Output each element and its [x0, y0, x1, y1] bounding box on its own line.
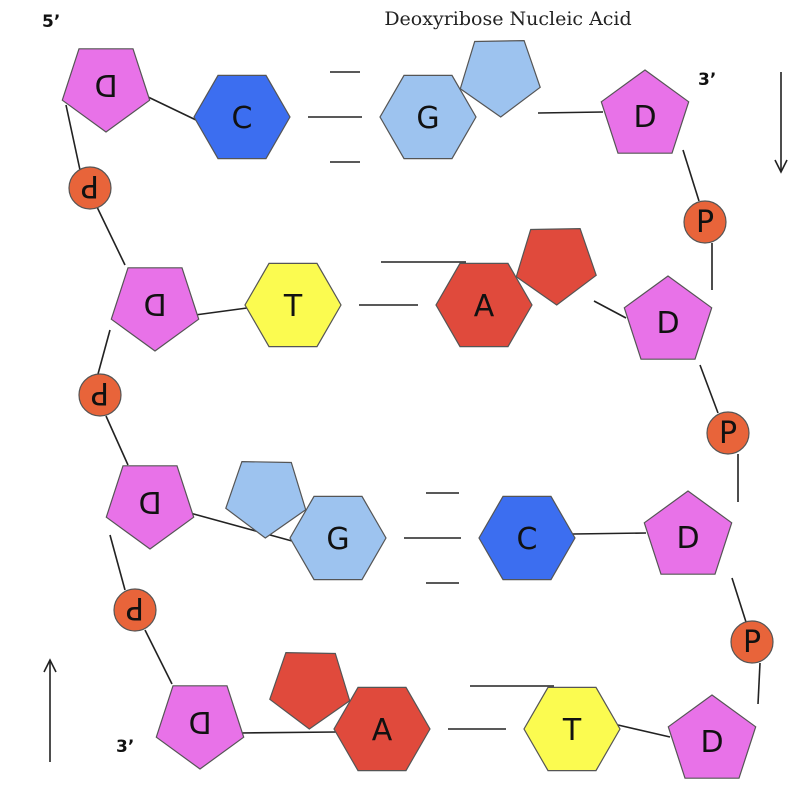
left-base-1-label: T — [283, 289, 303, 324]
sugar-base-bond-right-3 — [617, 724, 671, 738]
left-base-0-hexagon — [193, 74, 291, 160]
sugar-base-bond-right-1 — [593, 300, 627, 319]
strand-end-3-prime-bottom-left: 3’ — [116, 737, 134, 757]
right-phosphate-0-shape — [683, 200, 727, 244]
bond-lines — [65, 71, 761, 738]
right-deoxyribose-2-shape — [643, 490, 733, 575]
molecules: D D C G D D T A D D G C D D A T P P P P P P — [61, 39, 774, 779]
right-base-0-pentagon — [459, 39, 541, 118]
right-deoxyribose-3-label: D — [700, 725, 723, 760]
right-base-3-label: T — [562, 713, 582, 748]
backbone-right-0 — [682, 149, 700, 202]
left-deoxyribose-0-shape — [61, 48, 151, 133]
left-base-2-label: G — [326, 522, 349, 557]
sugar-base-bond-right-2 — [572, 532, 647, 535]
backbone-left-4 — [109, 534, 126, 591]
sugar-base-bond-right-0 — [537, 111, 604, 114]
right-phosphate-2-shape — [730, 620, 774, 664]
left-phosphate-0-shape — [68, 166, 112, 210]
left-deoxyribose-2-label: D — [138, 484, 161, 519]
backbone-left-5 — [144, 629, 173, 685]
left-phosphate-2-label: P — [126, 590, 144, 625]
left-phosphate-2-shape — [113, 588, 157, 632]
left-phosphate-0-label: P — [81, 168, 99, 203]
right-phosphate-0-label: P — [696, 205, 714, 240]
left-base-3-pentagon — [269, 651, 351, 730]
left-deoxyribose-1-shape — [110, 267, 200, 352]
right-base-2-hexagon — [478, 495, 576, 581]
left-base-3-label: A — [372, 713, 393, 748]
diagram-title: Deoxyribose Nucleic Acid — [384, 8, 631, 30]
strand-end-5-prime-top-left: 5’ — [42, 12, 60, 32]
left-deoxyribose-3-shape — [155, 685, 245, 770]
left-deoxyribose-3-label: D — [188, 704, 211, 739]
right-base-0-hexagon — [379, 74, 477, 160]
sugar-base-bond-left-2 — [189, 512, 293, 542]
left-phosphate-1-label: P — [91, 375, 109, 410]
backbone-left-1 — [96, 206, 126, 266]
backbone-left-2 — [97, 329, 111, 375]
backbone-left-0 — [65, 104, 81, 171]
right-phosphate-1-label: P — [719, 416, 737, 451]
sugar-base-bond-left-0 — [145, 95, 197, 121]
left-base-3-hexagon — [333, 686, 431, 772]
left-deoxyribose-0-label: D — [94, 67, 117, 102]
left-deoxyribose-1-label: D — [143, 286, 166, 321]
left-base-1-hexagon — [244, 262, 342, 348]
right-base-1-hexagon — [435, 262, 533, 348]
strand-end-3-prime-top-right: 3’ — [698, 70, 716, 90]
left-phosphate-1-shape — [78, 373, 122, 417]
right-deoxyribose-0-shape — [600, 69, 690, 154]
left-deoxyribose-2-shape — [105, 465, 195, 550]
backbone-right-5 — [757, 662, 761, 705]
left-base-2-pentagon — [225, 460, 307, 539]
right-phosphate-1-shape — [706, 411, 750, 455]
direction-arrow-up — [43, 658, 57, 762]
right-base-3-hexagon — [523, 686, 621, 772]
sugar-base-bond-left-1 — [194, 307, 248, 316]
right-base-1-pentagon — [515, 227, 597, 306]
right-base-2-label: C — [517, 522, 538, 557]
right-deoxyribose-1-shape — [623, 275, 713, 360]
right-deoxyribose-1-label: D — [656, 306, 679, 341]
right-base-0-label: G — [416, 101, 439, 136]
right-deoxyribose-0-label: D — [633, 100, 656, 135]
direction-arrow-down — [774, 72, 788, 174]
sugar-base-bond-left-3 — [239, 731, 337, 734]
backbone-right-4 — [731, 577, 747, 623]
backbone-left-3 — [105, 415, 129, 466]
right-phosphate-2-label: P — [743, 625, 761, 660]
right-base-1-label: A — [474, 289, 495, 324]
left-base-0-label: C — [232, 101, 253, 136]
left-base-2-hexagon — [289, 495, 387, 581]
right-deoxyribose-3-shape — [667, 694, 757, 779]
right-deoxyribose-2-label: D — [676, 521, 699, 556]
backbone-right-2 — [699, 364, 719, 414]
